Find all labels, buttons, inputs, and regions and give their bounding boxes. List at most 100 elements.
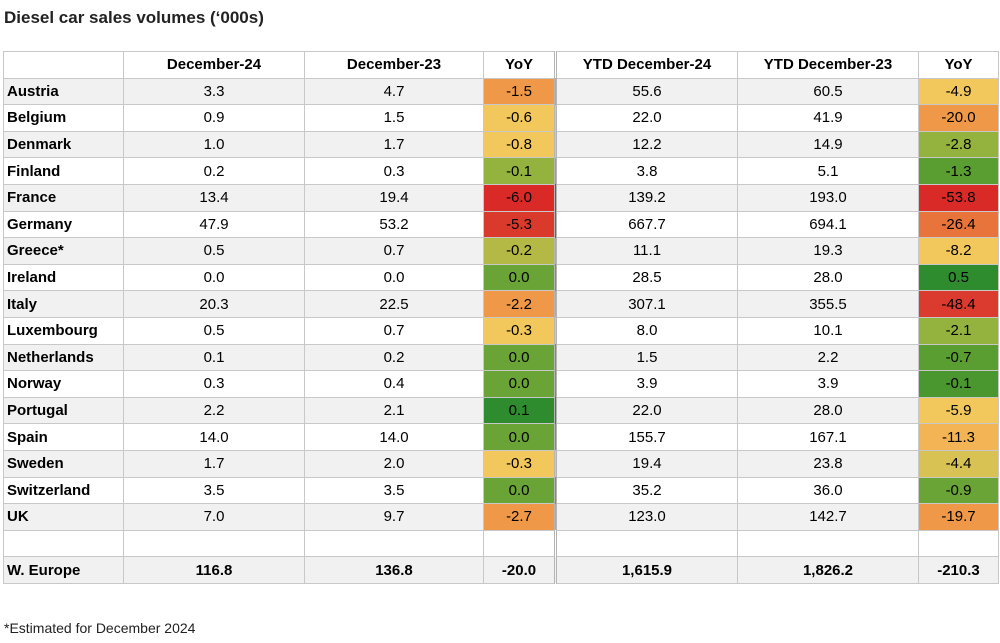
ytd24-cell: 22.0 — [554, 104, 738, 132]
country-cell: Switzerland — [3, 476, 124, 505]
ytd24-cell: 28.5 — [554, 263, 738, 292]
table-row: Greece* 0.5 0.7 -0.2 11.1 19.3 -8.2 — [3, 237, 999, 265]
spacer-cell — [123, 529, 305, 558]
dec23-cell: 0.7 — [304, 316, 484, 345]
header-dec23: December-23 — [304, 51, 484, 79]
ytd24-cell: 55.6 — [554, 77, 738, 106]
ytd-yoy-cell: -5.9 — [918, 396, 999, 425]
yoy-cell: -0.1 — [483, 157, 556, 185]
dec24-cell: 0.5 — [123, 316, 305, 345]
ytd23-cell: 60.5 — [737, 77, 919, 106]
country-cell: Netherlands — [3, 343, 124, 372]
country-cell: Ireland — [3, 263, 124, 292]
ytd24-cell: 11.1 — [554, 237, 738, 265]
ytd23-cell: 167.1 — [737, 423, 919, 451]
total-ytd24-cell: 1,615.9 — [554, 556, 738, 584]
yoy-cell: -5.3 — [483, 210, 556, 239]
table-row: Spain 14.0 14.0 0.0 155.7 167.1 -11.3 — [3, 423, 999, 451]
spacer-cell — [3, 529, 124, 558]
ytd-yoy-cell: -4.9 — [918, 77, 999, 106]
dec23-cell: 1.7 — [304, 130, 484, 159]
dec23-cell: 3.5 — [304, 476, 484, 505]
dec23-cell: 0.7 — [304, 237, 484, 265]
yoy-cell: -1.5 — [483, 77, 556, 106]
dec24-cell: 0.5 — [123, 237, 305, 265]
ytd-yoy-cell: -19.7 — [918, 503, 999, 531]
yoy-cell: 0.0 — [483, 343, 556, 372]
sales-table-container: December-24 December-23 YoY YTD December… — [3, 51, 999, 584]
table-row: Denmark 1.0 1.7 -0.8 12.2 14.9 -2.8 — [3, 130, 999, 159]
total-row: W. Europe 116.8 136.8 -20.0 1,615.9 1,826.2 -2… — [3, 556, 999, 584]
ytd24-cell: 8.0 — [554, 316, 738, 345]
ytd-yoy-cell: -0.1 — [918, 370, 999, 398]
ytd23-cell: 193.0 — [737, 183, 919, 212]
table-row: Luxembourg 0.5 0.7 -0.3 8.0 10.1 -2.1 — [3, 316, 999, 345]
spacer-row — [3, 529, 999, 558]
dec23-cell: 4.7 — [304, 77, 484, 106]
table-row: Netherlands 0.1 0.2 0.0 1.5 2.2 -0.7 — [3, 343, 999, 372]
spacer-cell — [554, 529, 738, 558]
dec23-cell: 9.7 — [304, 503, 484, 531]
country-cell: UK — [3, 503, 124, 531]
country-cell: Belgium — [3, 104, 124, 132]
table-row: Belgium 0.9 1.5 -0.6 22.0 41.9 -20.0 — [3, 104, 999, 132]
country-cell: Austria — [3, 77, 124, 106]
total-dec23-cell: 136.8 — [304, 556, 484, 584]
country-cell: Germany — [3, 210, 124, 239]
dec24-cell: 0.0 — [123, 263, 305, 292]
ytd24-cell: 22.0 — [554, 396, 738, 425]
country-cell: Spain — [3, 423, 124, 451]
dec24-cell: 47.9 — [123, 210, 305, 239]
ytd23-cell: 14.9 — [737, 130, 919, 159]
yoy-cell: -6.0 — [483, 183, 556, 212]
table-row: Austria 3.3 4.7 -1.5 55.6 60.5 -4.9 — [3, 77, 999, 106]
ytd23-cell: 3.9 — [737, 370, 919, 398]
yoy-cell: 0.0 — [483, 370, 556, 398]
country-cell: Greece* — [3, 237, 124, 265]
total-ytd-yoy-cell: -210.3 — [918, 556, 999, 584]
dec24-cell: 0.1 — [123, 343, 305, 372]
dec24-cell: 7.0 — [123, 503, 305, 531]
table-row: Germany 47.9 53.2 -5.3 667.7 694.1 -26.4 — [3, 210, 999, 239]
ytd24-cell: 3.9 — [554, 370, 738, 398]
ytd24-cell: 139.2 — [554, 183, 738, 212]
yoy-cell: -0.8 — [483, 130, 556, 159]
table-row: Italy 20.3 22.5 -2.2 307.1 355.5 -48.4 — [3, 290, 999, 318]
yoy-cell: 0.1 — [483, 396, 556, 425]
dec23-cell: 14.0 — [304, 423, 484, 451]
ytd24-cell: 667.7 — [554, 210, 738, 239]
header-row: December-24 December-23 YoY YTD December… — [3, 51, 999, 79]
yoy-cell: -0.2 — [483, 237, 556, 265]
header-yoy: YoY — [483, 51, 556, 79]
ytd-yoy-cell: -0.9 — [918, 476, 999, 505]
country-cell: Italy — [3, 290, 124, 318]
ytd23-cell: 36.0 — [737, 476, 919, 505]
spacer-cell — [737, 529, 919, 558]
header-country — [3, 51, 124, 79]
ytd24-cell: 35.2 — [554, 476, 738, 505]
yoy-cell: 0.0 — [483, 476, 556, 505]
total-country-cell: W. Europe — [3, 556, 124, 584]
dec23-cell: 19.4 — [304, 183, 484, 212]
ytd23-cell: 10.1 — [737, 316, 919, 345]
dec24-cell: 0.9 — [123, 104, 305, 132]
ytd-yoy-cell: -53.8 — [918, 183, 999, 212]
yoy-cell: -0.3 — [483, 449, 556, 478]
dec24-cell: 0.2 — [123, 157, 305, 185]
ytd23-cell: 694.1 — [737, 210, 919, 239]
dec24-cell: 3.3 — [123, 77, 305, 106]
total-dec24-cell: 116.8 — [123, 556, 305, 584]
table-title: Diesel car sales volumes (‘000s) — [4, 8, 264, 27]
yoy-cell: 0.0 — [483, 423, 556, 451]
sales-table: December-24 December-23 YoY YTD December… — [3, 51, 999, 584]
ytd24-cell: 123.0 — [554, 503, 738, 531]
dec23-cell: 53.2 — [304, 210, 484, 239]
ytd-yoy-cell: -20.0 — [918, 104, 999, 132]
header-ytd23: YTD December-23 — [737, 51, 919, 79]
country-cell: Norway — [3, 370, 124, 398]
dec24-cell: 14.0 — [123, 423, 305, 451]
ytd24-cell: 12.2 — [554, 130, 738, 159]
dec24-cell: 13.4 — [123, 183, 305, 212]
table-row: Finland 0.2 0.3 -0.1 3.8 5.1 -1.3 — [3, 157, 999, 185]
spacer-cell — [304, 529, 484, 558]
